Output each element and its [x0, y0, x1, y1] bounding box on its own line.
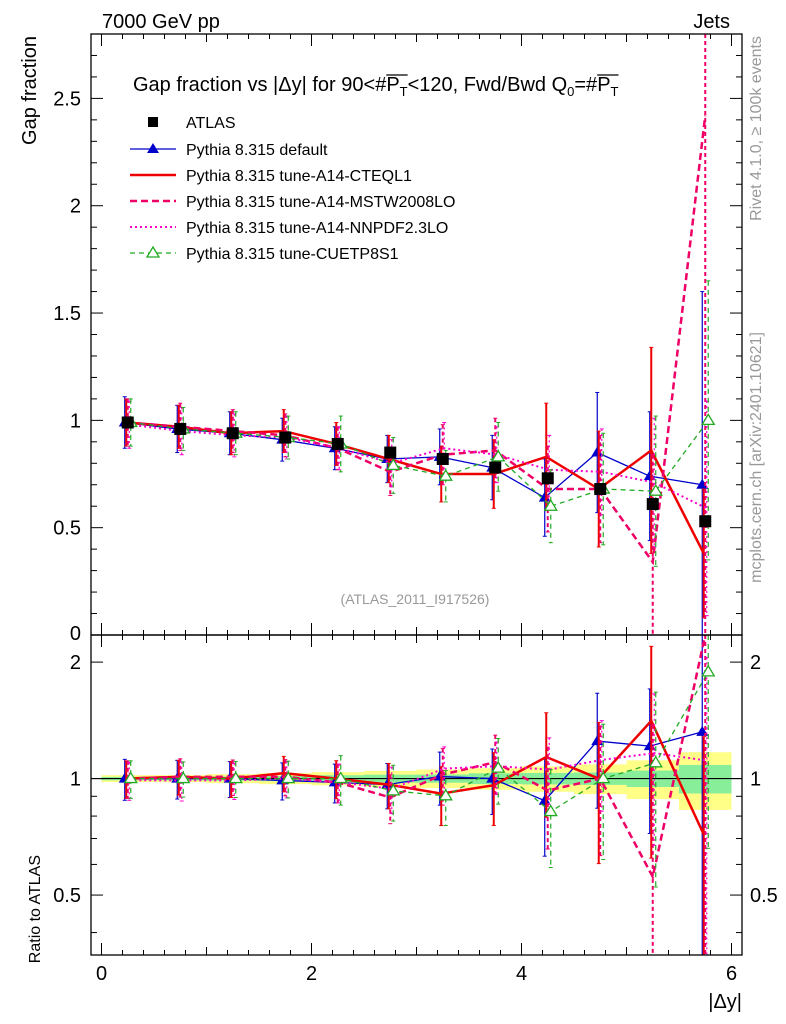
ratio-tick-label-left: 1 — [70, 769, 81, 791]
x-tick-label: 4 — [516, 963, 527, 985]
rivet-version-label: Rivet 4.1.0, ≥ 100k events — [748, 36, 765, 221]
series-marker — [438, 788, 453, 801]
legend-atlas-marker — [148, 117, 158, 127]
series-marker — [591, 446, 604, 457]
series-marker — [333, 771, 348, 784]
series-line-main — [127, 115, 707, 566]
y-tick-label: 1.5 — [53, 303, 81, 325]
chart-title: Gap fraction vs |Δy| for 90<#PT<120, Fwd… — [133, 74, 619, 99]
series-marker — [491, 760, 506, 773]
atlas-data-point — [541, 472, 554, 485]
mcplots-label: mcplots.cern.ch [arXiv:2401.10621] — [748, 332, 765, 583]
legend-cteql1-label: Pythia 8.315 tune-A14-CTEQL1 — [186, 168, 412, 185]
analysis-label: (ATLAS_2011_I917526) — [341, 591, 490, 607]
y-tick-label: 2.5 — [53, 88, 81, 110]
atlas-data-point — [226, 427, 239, 440]
series-marker — [538, 491, 551, 502]
legend-cuetp-marker — [145, 245, 161, 258]
series-0 — [118, 291, 709, 956]
atlas-data-point — [489, 461, 502, 474]
atlas-data-point — [279, 431, 292, 444]
series-marker — [386, 783, 401, 796]
series-marker — [438, 468, 453, 481]
series-line-main — [126, 421, 705, 555]
ratio-tick-label-right: 2 — [750, 652, 761, 674]
series-marker — [491, 449, 506, 462]
legend-nnpdf-label: Pythia 8.315 tune-A14-NNPDF2.3LO — [186, 220, 448, 237]
legend-default-label: Pythia 8.315 default — [186, 142, 328, 159]
category-label: Jets — [693, 11, 730, 33]
ratio-tick-label-right: 1 — [750, 769, 761, 791]
series-marker — [176, 771, 191, 784]
atlas-data-point — [121, 416, 134, 429]
ratio-tick-label-left: 2 — [70, 652, 81, 674]
series-4 — [123, 280, 716, 888]
legend-atlas-label: ATLAS — [186, 115, 236, 132]
series-marker — [281, 771, 296, 784]
x-tick-label: 2 — [306, 963, 317, 985]
energy-label: 7000 GeV pp — [102, 11, 220, 33]
atlas-data-point — [436, 452, 449, 465]
x-tick-label: 6 — [726, 963, 737, 985]
series-marker — [648, 755, 663, 768]
x-axis-label: |Δy| — [708, 991, 742, 1013]
ratio-tick-label-right: 0.5 — [750, 885, 778, 907]
series-marker — [596, 771, 611, 784]
series-marker — [123, 771, 138, 784]
atlas-data-point — [699, 515, 712, 528]
series-line-ratio — [130, 671, 709, 813]
y-axis-label: Gap fraction — [19, 36, 41, 145]
atlas-data-point — [646, 498, 659, 511]
series-marker — [701, 413, 716, 426]
series-marker — [696, 478, 709, 489]
series-marker — [538, 794, 551, 805]
series-marker — [543, 804, 558, 817]
y-tick-label: 1 — [70, 410, 81, 432]
ratio-axis-label: Ratio to ATLAS — [27, 855, 44, 963]
y-tick-label-zero: 0 — [70, 623, 81, 645]
series-line-main — [129, 423, 708, 510]
x-tick-label: 0 — [96, 963, 107, 985]
series-marker — [386, 458, 401, 471]
atlas-data-point — [331, 437, 344, 450]
series-marker — [648, 483, 663, 496]
legend: ATLAS Pythia 8.315 default Pythia 8.315 … — [130, 115, 455, 263]
series-line-main — [130, 419, 709, 507]
legend-cuetp-label: Pythia 8.315 tune-CUETP8S1 — [186, 246, 399, 263]
series-line-ratio — [127, 634, 707, 881]
series-line-main — [124, 421, 703, 499]
series-layer — [118, 33, 716, 956]
y-tick-label: 0.5 — [53, 518, 81, 540]
atlas-data-point — [594, 483, 607, 496]
series-marker — [701, 664, 716, 677]
series-marker — [228, 771, 243, 784]
legend-mstw-label: Pythia 8.315 tune-A14-MSTW2008LO — [186, 194, 455, 211]
atlas-data-point — [174, 422, 187, 435]
axes: 0 2 4 6 0.5 1 1.5 2 2.5 0 0.5 0.5 1 1 2 2 — [53, 33, 778, 985]
ratio-tick-label-left: 0.5 — [53, 885, 81, 907]
series-3 — [127, 400, 709, 956]
series-line-ratio — [129, 752, 707, 790]
legend-default-marker — [147, 143, 159, 153]
series-1 — [124, 346, 706, 956]
series-marker — [543, 498, 558, 511]
y-tick-label: 2 — [70, 196, 81, 218]
atlas-data-layer — [121, 416, 712, 528]
atlas-data-point — [384, 446, 397, 459]
